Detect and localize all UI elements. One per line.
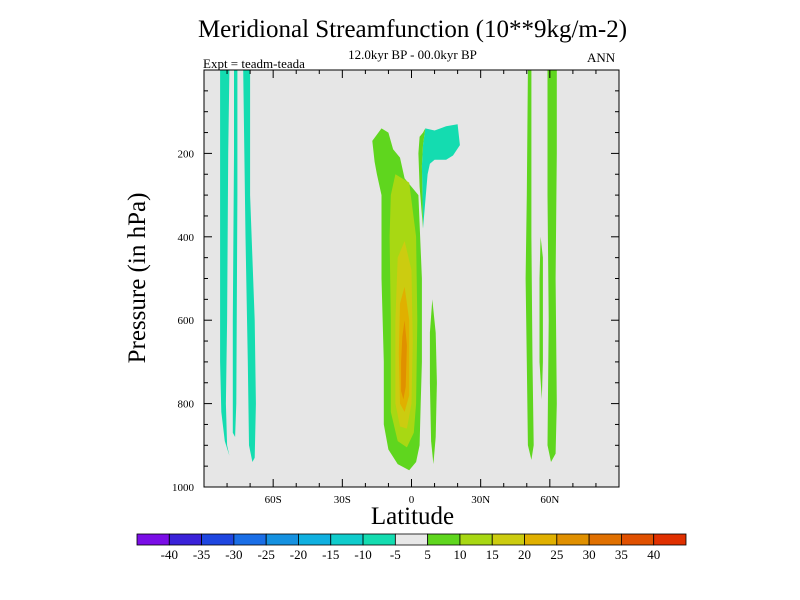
colorbar-swatch bbox=[168, 533, 202, 546]
chart-subtitle: 12.0kyr BP - 00.0kyr BP bbox=[348, 47, 477, 62]
colorbar-label: 15 bbox=[486, 547, 499, 562]
y-tick-label: 200 bbox=[178, 148, 195, 160]
y-tick-label: 600 bbox=[178, 315, 195, 327]
colorbar-label: -30 bbox=[225, 547, 242, 562]
colorbar-label: 40 bbox=[647, 547, 660, 562]
colorbar-label: 5 bbox=[424, 547, 431, 562]
x-tick-label: 30N bbox=[471, 494, 490, 506]
colorbar-label: 20 bbox=[518, 547, 531, 562]
colorbar-swatch bbox=[298, 533, 332, 546]
colorbar-label: -15 bbox=[322, 547, 339, 562]
x-tick-label: 60S bbox=[265, 494, 282, 506]
contour-region-nh-high-lat-positive-2 bbox=[539, 236, 543, 400]
y-tick-label: 1000 bbox=[172, 482, 195, 494]
colorbar-label: -10 bbox=[354, 547, 371, 562]
colorbar-swatch bbox=[427, 533, 461, 546]
colorbar-label: 30 bbox=[583, 547, 596, 562]
contour-region-tropical-positive-core bbox=[401, 320, 407, 400]
contour-region-sh-high-lat-negative-1 bbox=[220, 70, 230, 456]
colorbar-label: 35 bbox=[615, 547, 628, 562]
colorbar-swatch bbox=[491, 533, 525, 546]
colorbar-swatch bbox=[201, 533, 235, 546]
colorbar-swatch bbox=[136, 533, 170, 546]
contour-region-nh-high-lat-positive-3 bbox=[547, 70, 557, 462]
colorbar-swatch bbox=[653, 533, 687, 546]
colorbar-label: -20 bbox=[290, 547, 307, 562]
colorbar: -40 -35 -30 -25 -20 -15 -10 -5 5 10 15 20 25 30 35 40 bbox=[136, 533, 687, 562]
axis-ticks: 60S 30S 0 30N 60N 200 400 600 800 1000 bbox=[172, 70, 620, 506]
contour-region-nh-subtropical-negative bbox=[421, 124, 460, 229]
colorbar-swatch bbox=[362, 533, 396, 546]
contour-region-sh-high-lat-negative-2 bbox=[232, 70, 238, 437]
colorbar-label: -25 bbox=[258, 547, 275, 562]
colorbar-swatch bbox=[524, 533, 558, 546]
colorbar-swatch bbox=[588, 533, 622, 546]
x-tick-label: 60N bbox=[540, 494, 559, 506]
colorbar-label: 25 bbox=[550, 547, 563, 562]
season-label: ANN bbox=[587, 50, 616, 65]
y-tick-label: 800 bbox=[178, 399, 195, 411]
contour-region-nh-subtropical-positive-upper bbox=[418, 128, 426, 229]
colorbar-swatch bbox=[233, 533, 267, 546]
chart-title: Meridional Streamfunction (10**9kg/m-2) bbox=[197, 16, 628, 43]
x-axis-label: Latitude bbox=[370, 503, 455, 530]
colorbar-label: 10 bbox=[453, 547, 466, 562]
colorbar-swatch bbox=[621, 533, 655, 546]
colorbar-label: -5 bbox=[390, 547, 401, 562]
colorbar-label: -40 bbox=[161, 547, 178, 562]
colorbar-swatch bbox=[265, 533, 299, 546]
colorbar-swatch bbox=[459, 533, 493, 546]
colorbar-swatch bbox=[330, 533, 364, 546]
colorbar-label: -35 bbox=[193, 547, 210, 562]
x-tick-label: 30S bbox=[334, 494, 351, 506]
contour-region-nh-high-lat-positive-1 bbox=[525, 70, 534, 460]
contour-region-nh-subtropical-positive-lower bbox=[429, 299, 437, 465]
experiment-label: Expt = teadm-teada bbox=[203, 56, 305, 71]
y-tick-label: 400 bbox=[178, 232, 195, 244]
colorbar-swatch bbox=[556, 533, 590, 546]
colorbar-swatch bbox=[394, 533, 429, 546]
contour-regions bbox=[220, 70, 557, 471]
contour-region-sh-high-lat-negative-3 bbox=[243, 70, 256, 462]
x-tick-label: 0 bbox=[409, 494, 415, 506]
